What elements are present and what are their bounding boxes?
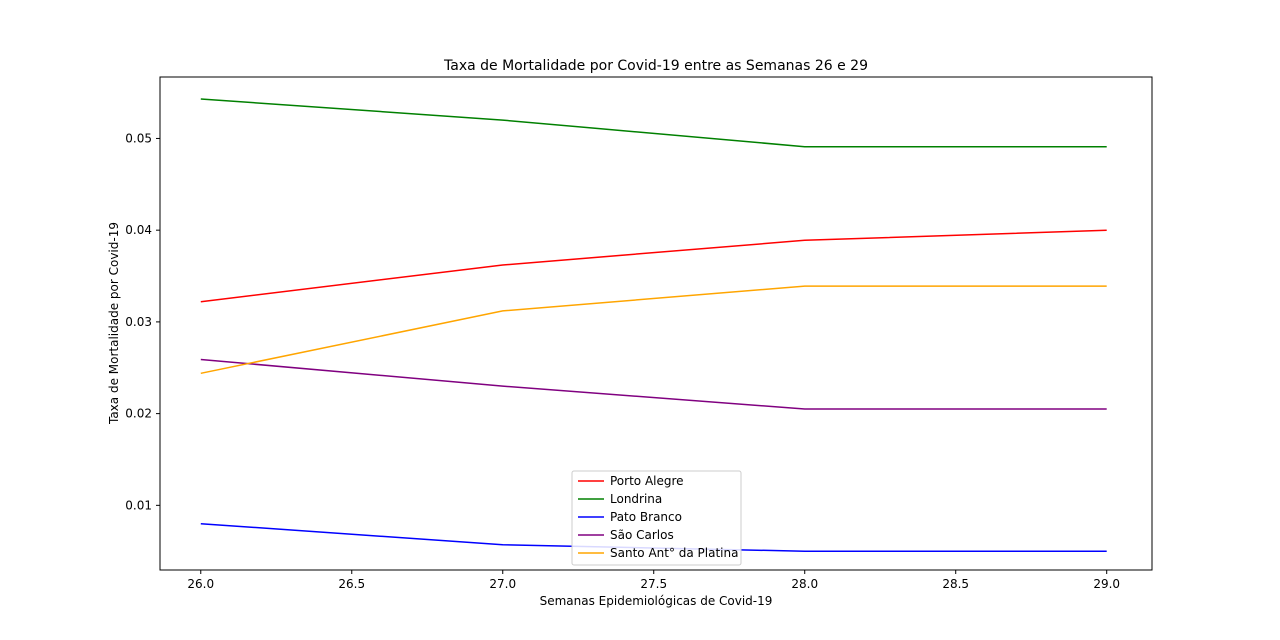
x-tick-label: 29.0 [1093, 577, 1120, 591]
y-axis-label: Taxa de Mortalidade por Covid-19 [107, 222, 121, 425]
series-line [200, 229, 1107, 303]
y-tick-label: 0.01 [125, 498, 152, 512]
y-tick-label: 0.02 [125, 407, 152, 421]
y-tick-label: 0.03 [125, 315, 152, 329]
legend: Porto Alegre Londrina Pato Branco São Carlo… [571, 470, 742, 566]
y-tick-label: 0.05 [125, 131, 152, 145]
series-line [200, 358, 1107, 410]
series-line [200, 98, 1107, 148]
y-tick-label: 0.04 [125, 223, 152, 237]
x-tick-label: 27.0 [489, 577, 516, 591]
legend-label: Porto Alegre [610, 474, 684, 488]
legend-label: Londrina [610, 492, 662, 506]
legend-label: São Carlos [610, 528, 674, 542]
plot-area: 26.0 26.5 27.0 27.5 28.0 28.5 29.0 0.01 0.02 0.03… [125, 76, 1153, 591]
x-tick-label: 27.5 [640, 577, 667, 591]
plot-frame [159, 76, 1153, 571]
x-tick-label: 28.0 [791, 577, 818, 591]
x-tick-label: 26.0 [187, 577, 214, 591]
chart-title: Taxa de Mortalidade por Covid-19 entre a… [443, 58, 868, 74]
series-line [200, 285, 1107, 375]
x-tick-label: 28.5 [942, 577, 969, 591]
legend-label: Pato Branco [610, 510, 682, 524]
legend-box [571, 470, 742, 566]
x-tick-label: 26.5 [338, 577, 365, 591]
x-axis-label: Semanas Epidemiológicas de Covid-19 [540, 594, 773, 608]
legend-label: Santo Ant° da Platina [610, 546, 738, 560]
